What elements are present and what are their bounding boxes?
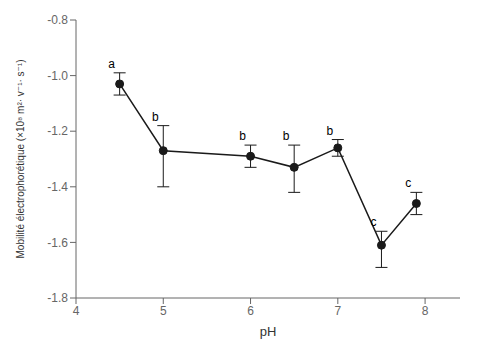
- svg-text:-1.8: -1.8: [47, 291, 68, 305]
- svg-text:7: 7: [334, 304, 341, 318]
- svg-text:4: 4: [73, 304, 80, 318]
- svg-text:Mobilité électrophorétique (×1: Mobilité électrophorétique (×10⁸ m²· v⁻¹…: [15, 59, 26, 258]
- svg-text:b: b: [239, 129, 246, 143]
- svg-text:c: c: [370, 215, 376, 229]
- svg-text:5: 5: [160, 304, 167, 318]
- svg-text:-1.2: -1.2: [47, 124, 68, 138]
- svg-text:c: c: [405, 176, 411, 190]
- svg-text:a: a: [108, 57, 115, 71]
- svg-text:-1.0: -1.0: [47, 69, 68, 83]
- svg-text:6: 6: [247, 304, 254, 318]
- svg-text:-1.6: -1.6: [47, 236, 68, 250]
- svg-text:8: 8: [422, 304, 429, 318]
- svg-text:pH: pH: [260, 324, 277, 339]
- svg-text:b: b: [152, 110, 159, 124]
- svg-text:b: b: [326, 124, 333, 138]
- svg-text:-0.8: -0.8: [47, 13, 68, 27]
- svg-text:-1.4: -1.4: [47, 180, 68, 194]
- svg-text:b: b: [283, 129, 290, 143]
